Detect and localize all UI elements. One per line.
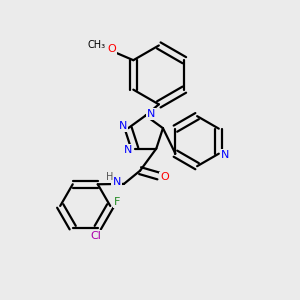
Text: F: F: [113, 197, 120, 207]
Text: N: N: [119, 121, 127, 131]
Text: O: O: [108, 44, 116, 54]
Text: CH₃: CH₃: [88, 40, 106, 50]
Text: N: N: [124, 145, 133, 155]
Text: N: N: [221, 150, 230, 160]
Text: H: H: [106, 172, 113, 182]
Text: N: N: [147, 109, 155, 119]
Text: Cl: Cl: [91, 231, 102, 241]
Text: O: O: [160, 172, 169, 182]
Text: N: N: [112, 177, 121, 188]
